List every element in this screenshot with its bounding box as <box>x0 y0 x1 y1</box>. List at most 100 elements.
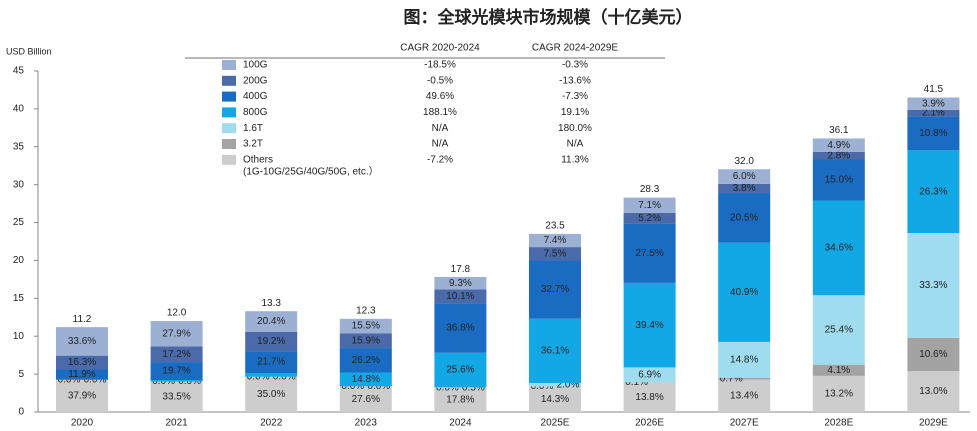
value-label: 14.3% <box>541 394 569 405</box>
bar-segment <box>56 379 108 412</box>
y-tick-label: 10 <box>13 331 25 342</box>
y-tick-label: 25 <box>13 217 25 228</box>
value-label: 13.4% <box>730 390 758 401</box>
total-label: 11.2 <box>73 314 92 325</box>
bar-segment <box>339 386 392 412</box>
total-label: 23.5 <box>545 221 565 232</box>
bar-segment <box>812 200 865 296</box>
value-label: 14.8% <box>730 355 758 366</box>
value-label: 0.0% <box>341 381 364 392</box>
value-label: 2.0% <box>557 379 580 390</box>
bar-segment <box>245 351 298 373</box>
legend-cagr: 180.0% <box>558 123 592 134</box>
value-label: 37.9% <box>68 391 96 402</box>
value-label: 13.0% <box>919 386 947 397</box>
legend-label: 100G <box>243 60 268 71</box>
bar-segment <box>150 381 203 412</box>
total-label: 12.3 <box>356 305 376 316</box>
value-label: 16.3% <box>68 357 96 368</box>
legend-cagr: 19.1% <box>561 107 589 118</box>
value-label: 33.5% <box>162 391 190 402</box>
bar-segment <box>812 364 865 376</box>
value-label: 0.0% <box>84 374 107 385</box>
x-tick-label: 2022 <box>260 418 283 429</box>
legend-label: Others <box>243 154 273 165</box>
bar-segment <box>623 382 676 412</box>
value-label: 3.8% <box>733 183 756 194</box>
bar-segment <box>718 377 771 380</box>
bar-segment <box>529 260 581 319</box>
value-label: 15.9% <box>352 335 380 346</box>
value-label: 27.6% <box>352 394 380 405</box>
value-label: 17.2% <box>162 349 190 360</box>
legend-swatch <box>222 139 236 149</box>
legend-cagr: -7.2% <box>427 154 453 165</box>
value-label: 0.0% <box>178 376 201 387</box>
bar-segment <box>907 116 960 151</box>
bar-segment <box>434 387 487 388</box>
y-tick-label: 35 <box>13 141 25 152</box>
bar-segment <box>623 197 676 213</box>
bar-segment <box>529 318 581 383</box>
bar-segment <box>718 242 771 342</box>
value-label: 15.5% <box>352 321 380 332</box>
legend-header: CAGR 2020-2024 <box>400 43 480 54</box>
legend-swatch <box>222 75 236 86</box>
chart-title: 图：全球光模块市场规模（十亿美元） <box>404 7 693 28</box>
x-tick-label: 2029E <box>919 418 948 429</box>
value-label: 27.5% <box>635 248 663 259</box>
bar-segment <box>434 303 487 353</box>
value-label: 39.4% <box>635 320 663 331</box>
bar-segment <box>623 212 676 224</box>
legend-cagr: -0.5% <box>427 75 453 86</box>
legend-note: (1G-10G/25G/40G/50G, etc.） <box>243 165 379 177</box>
value-label: 0.0% <box>367 381 390 392</box>
value-label: 34.6% <box>825 243 853 254</box>
bar-segment <box>56 355 108 370</box>
value-label: 3.9% <box>922 98 945 109</box>
legend-label: 400G <box>243 91 268 102</box>
bar-segment <box>150 321 203 347</box>
value-label: 15.0% <box>825 175 853 186</box>
value-label: 40.9% <box>730 287 758 298</box>
legend-cagr: -7.3% <box>562 91 588 102</box>
legend-label: 3.2T <box>243 139 263 150</box>
value-label: 0.0% <box>436 383 459 394</box>
legend-swatch <box>222 154 236 165</box>
bar-segment <box>245 376 298 412</box>
legend-label: 1.6T <box>243 123 263 134</box>
total-label: 32.0 <box>734 156 754 167</box>
bar-segment <box>150 379 203 382</box>
value-label: 17.8% <box>446 395 474 406</box>
value-label: 36.1% <box>541 345 569 356</box>
value-label: 0.5% <box>462 382 485 393</box>
y-tick-label: 15 <box>13 293 25 304</box>
total-label: 13.3 <box>261 298 281 309</box>
bar-segment <box>812 159 865 201</box>
bar-segment <box>245 311 298 332</box>
bar-segment <box>907 337 960 372</box>
bar-segment <box>434 276 487 290</box>
y-tick-label: 40 <box>13 104 25 115</box>
legend-cagr: -0.3% <box>562 60 588 71</box>
x-tick-label: 2026E <box>635 418 664 429</box>
bar-segment <box>245 331 298 352</box>
value-label: 35.0% <box>257 389 285 400</box>
value-label: 0.1% <box>625 377 648 388</box>
legend-cagr: 49.6% <box>426 91 454 102</box>
legend-cagr: 188.1% <box>423 107 457 118</box>
legend-cagr: N/A <box>567 139 584 150</box>
bar-segment <box>529 233 581 248</box>
value-label: 21.7% <box>257 357 285 368</box>
bar-segment <box>812 295 865 365</box>
bar-segment <box>339 372 392 387</box>
value-label: 2.8% <box>827 150 850 161</box>
value-label: 33.3% <box>919 280 947 291</box>
value-label: 14.8% <box>352 374 380 385</box>
value-label: 6.0% <box>733 171 756 182</box>
value-label: 25.6% <box>446 365 474 376</box>
y-tick-label: 30 <box>13 179 25 190</box>
total-label: 41.5 <box>924 84 944 95</box>
bar-segment <box>150 362 203 380</box>
value-label: 6.9% <box>638 369 661 380</box>
